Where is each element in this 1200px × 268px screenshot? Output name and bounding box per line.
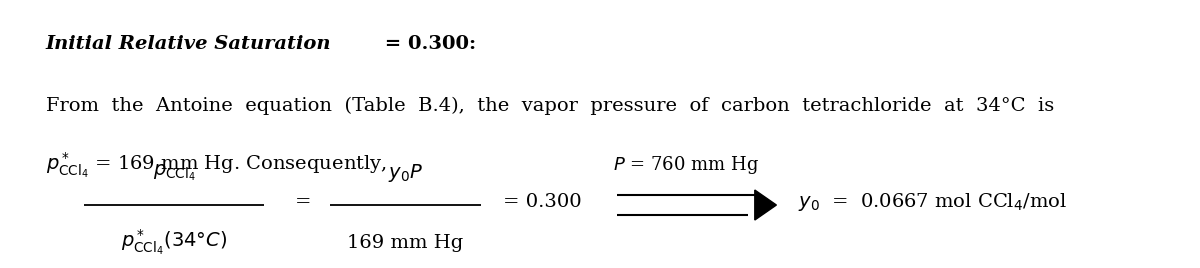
Polygon shape bbox=[755, 190, 776, 220]
Text: $p_{\mathrm{CCl_4}}$: $p_{\mathrm{CCl_4}}$ bbox=[152, 163, 196, 183]
Text: $y_0 P$: $y_0 P$ bbox=[388, 162, 424, 184]
Text: =: = bbox=[295, 193, 312, 211]
Text: $y_0$  =  0.0667 mol CCl$_4$/mol: $y_0$ = 0.0667 mol CCl$_4$/mol bbox=[798, 191, 1067, 213]
Text: $P$ = 760 mm Hg: $P$ = 760 mm Hg bbox=[613, 154, 758, 176]
Text: 169 mm Hg: 169 mm Hg bbox=[348, 233, 463, 252]
Text: $p^*_{\mathrm{CCl_4}}(34°C)$: $p^*_{\mathrm{CCl_4}}(34°C)$ bbox=[121, 228, 227, 257]
Text: From  the  Antoine  equation  (Table  B.4),  the  vapor  pressure  of  carbon  t: From the Antoine equation (Table B.4), t… bbox=[46, 96, 1054, 115]
Text: = 0.300:: = 0.300: bbox=[378, 35, 476, 53]
Text: Initial Relative Saturation: Initial Relative Saturation bbox=[46, 35, 331, 53]
Text: $p^*_{\mathrm{CCl_4}}$ = 169 mm Hg. Consequently,: $p^*_{\mathrm{CCl_4}}$ = 169 mm Hg. Cons… bbox=[46, 150, 386, 180]
Text: = 0.300: = 0.300 bbox=[503, 193, 582, 211]
